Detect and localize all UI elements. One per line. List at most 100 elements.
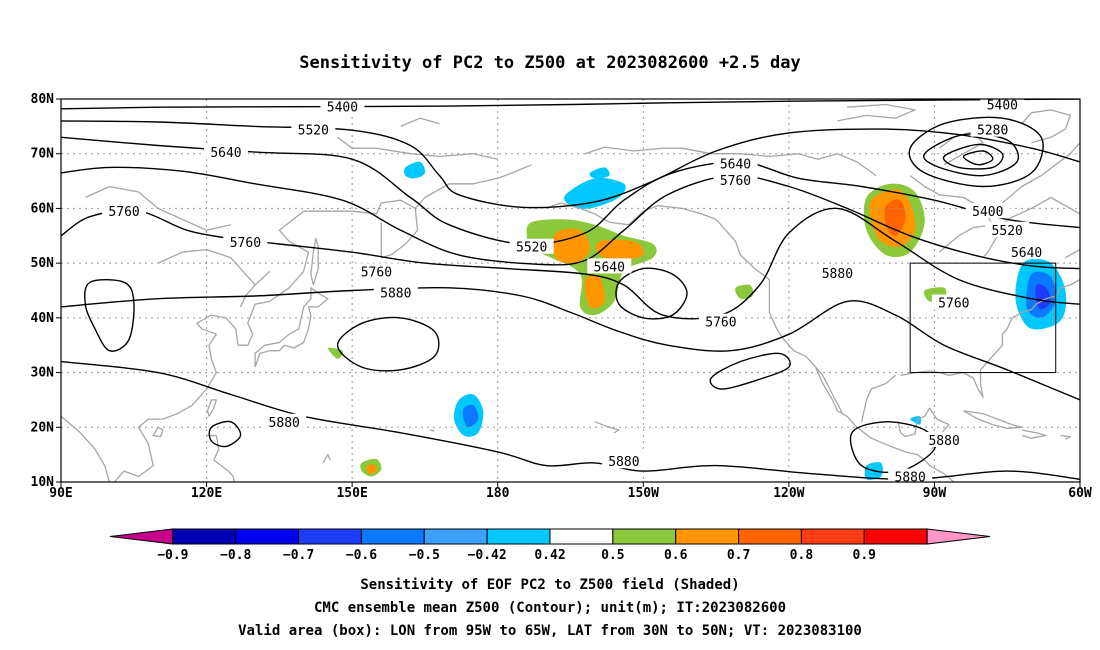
colorbar-label: −0.42: [468, 548, 507, 563]
coastline-segment: [113, 199, 419, 482]
longitude-tick-label: 120E: [191, 486, 222, 501]
z500-contour-line: [336, 316, 440, 372]
colorbar-box: [486, 528, 551, 545]
longitude-tick-label: 60W: [1068, 486, 1092, 501]
z500-contour-line: [923, 133, 1020, 177]
coastline-segment: [1021, 429, 1047, 439]
contour-label-background: [320, 98, 365, 114]
colorbar-box: [863, 528, 928, 545]
contour-label: 5520: [298, 124, 329, 139]
contour-label-background: [815, 264, 860, 280]
z500-contour-line: [84, 279, 135, 352]
colorbar-label: −0.5: [409, 548, 440, 563]
contour-label-background: [203, 144, 248, 160]
z500-contour-line: [849, 421, 937, 473]
longitude-tick-label: 120W: [773, 486, 804, 501]
contour-label-background: [931, 294, 976, 310]
contour-label-background: [291, 121, 336, 137]
colorbar-box: [612, 528, 677, 545]
longitude-tick-label: 180: [486, 486, 510, 501]
coastline-segment: [837, 103, 916, 122]
contour-label: 5760: [361, 265, 392, 280]
figure-title: Sensitivity of PC2 to Z500 at 2023082600…: [299, 53, 801, 73]
contour-label: 5880: [822, 267, 853, 282]
z500-contour-line: [61, 99, 1080, 110]
contour-label: 5760: [720, 174, 751, 189]
coastline-segment: [860, 374, 897, 422]
contour-label-background: [601, 453, 646, 469]
contour-label-background: [509, 238, 554, 254]
negative-sensitivity-region: [589, 167, 610, 179]
z500-contour-line: [709, 352, 791, 390]
longitude-tick-label: 150E: [336, 486, 367, 501]
colorbar-min-arrow: [109, 528, 174, 545]
latitude-tick-label: 70N: [31, 147, 55, 162]
coastline-segment: [152, 426, 164, 438]
contour-label-background: [587, 258, 632, 274]
coastline-segment: [545, 202, 955, 482]
contour-label: 5760: [230, 236, 261, 251]
contour-label: 5400: [327, 101, 358, 116]
colorbar-label: 0.7: [727, 548, 750, 563]
z500-contour-line: [908, 116, 1044, 188]
colorbar-label: 0.8: [790, 548, 814, 563]
contour-label-background: [985, 221, 1030, 237]
contour-label: 5640: [1011, 246, 1042, 261]
colorbar-box: [800, 528, 865, 545]
contour-label: 5760: [705, 316, 736, 331]
latitude-tick-label: 10N: [31, 475, 55, 490]
colorbar-label: 0.6: [664, 548, 688, 563]
colorbar-boxes: [109, 528, 991, 545]
colorbar-box: [549, 528, 614, 545]
z500-contour-line: [61, 286, 1080, 401]
positive-sensitivity-region: [1096, 236, 1100, 281]
z500-contour-line: [61, 136, 1080, 245]
colorbar-box: [360, 528, 425, 545]
contour-label: 5880: [928, 434, 959, 449]
longitude-tick-label: 90E: [49, 486, 72, 501]
colorbar-box: [738, 528, 802, 545]
contour-label: 5880: [895, 471, 926, 486]
coastline-segment: [1060, 434, 1071, 440]
coastline-segment: [900, 278, 1080, 398]
contour-label: 5880: [380, 287, 411, 302]
caption-line-1: Sensitivity of EOF PC2 to Z500 field (Sh…: [360, 577, 739, 593]
latitude-tick-label: 50N: [31, 256, 55, 271]
contour-label-background: [1004, 244, 1049, 260]
contour-label: 5880: [269, 416, 300, 431]
z500-contour-line: [962, 150, 994, 166]
contour-label-background: [223, 233, 268, 249]
contour-label: 5400: [972, 205, 1003, 220]
positive-sensitivity-region: [584, 274, 605, 309]
map-frame: [60, 98, 1081, 483]
longitude-ticks: 90E 120E 150E 180 150W 120W 90W 60W: [49, 482, 1092, 501]
z500-contour-line: [942, 143, 1004, 170]
contour-label-background: [373, 284, 418, 300]
latitude-ticks: 80N 70N 60N 50N 40N 30N 20N 10N: [31, 92, 61, 490]
coastline-segment: [206, 399, 217, 417]
positive-sensitivity-region: [366, 464, 377, 474]
contour-label-background: [965, 203, 1010, 219]
contour-label-background: [262, 413, 307, 429]
positive-sensitivity-region: [735, 284, 754, 300]
contour-label: 5640: [210, 146, 241, 161]
colorbar-label: −0.9: [157, 548, 188, 563]
contour-label: 5280: [977, 124, 1008, 139]
colorbar-box: [172, 528, 237, 545]
colorbar-max-arrow: [926, 528, 991, 545]
contour-label: 5760: [108, 205, 139, 220]
contour-label: 5640: [720, 158, 751, 173]
longitude-tick-label: 90W: [923, 486, 947, 501]
coastline-segment: [982, 196, 1080, 259]
colorbar: −0.9 −0.8 −0.7 −0.6 −0.5 −0.42 0.42 0.5 0.6 0.7 0.…: [109, 528, 991, 563]
valid-area-box: [909, 262, 1057, 374]
coastline-segment: [1079, 207, 1080, 209]
latitude-tick-label: 20N: [31, 420, 55, 435]
contour-label: 5400: [987, 98, 1018, 113]
colorbar-labels: −0.9 −0.8 −0.7 −0.6 −0.5 −0.42 0.42 0.5 0.6 0.7 0.…: [157, 548, 876, 563]
coastline-segment: [414, 164, 532, 209]
negative-sensitivity-region: [564, 177, 626, 209]
